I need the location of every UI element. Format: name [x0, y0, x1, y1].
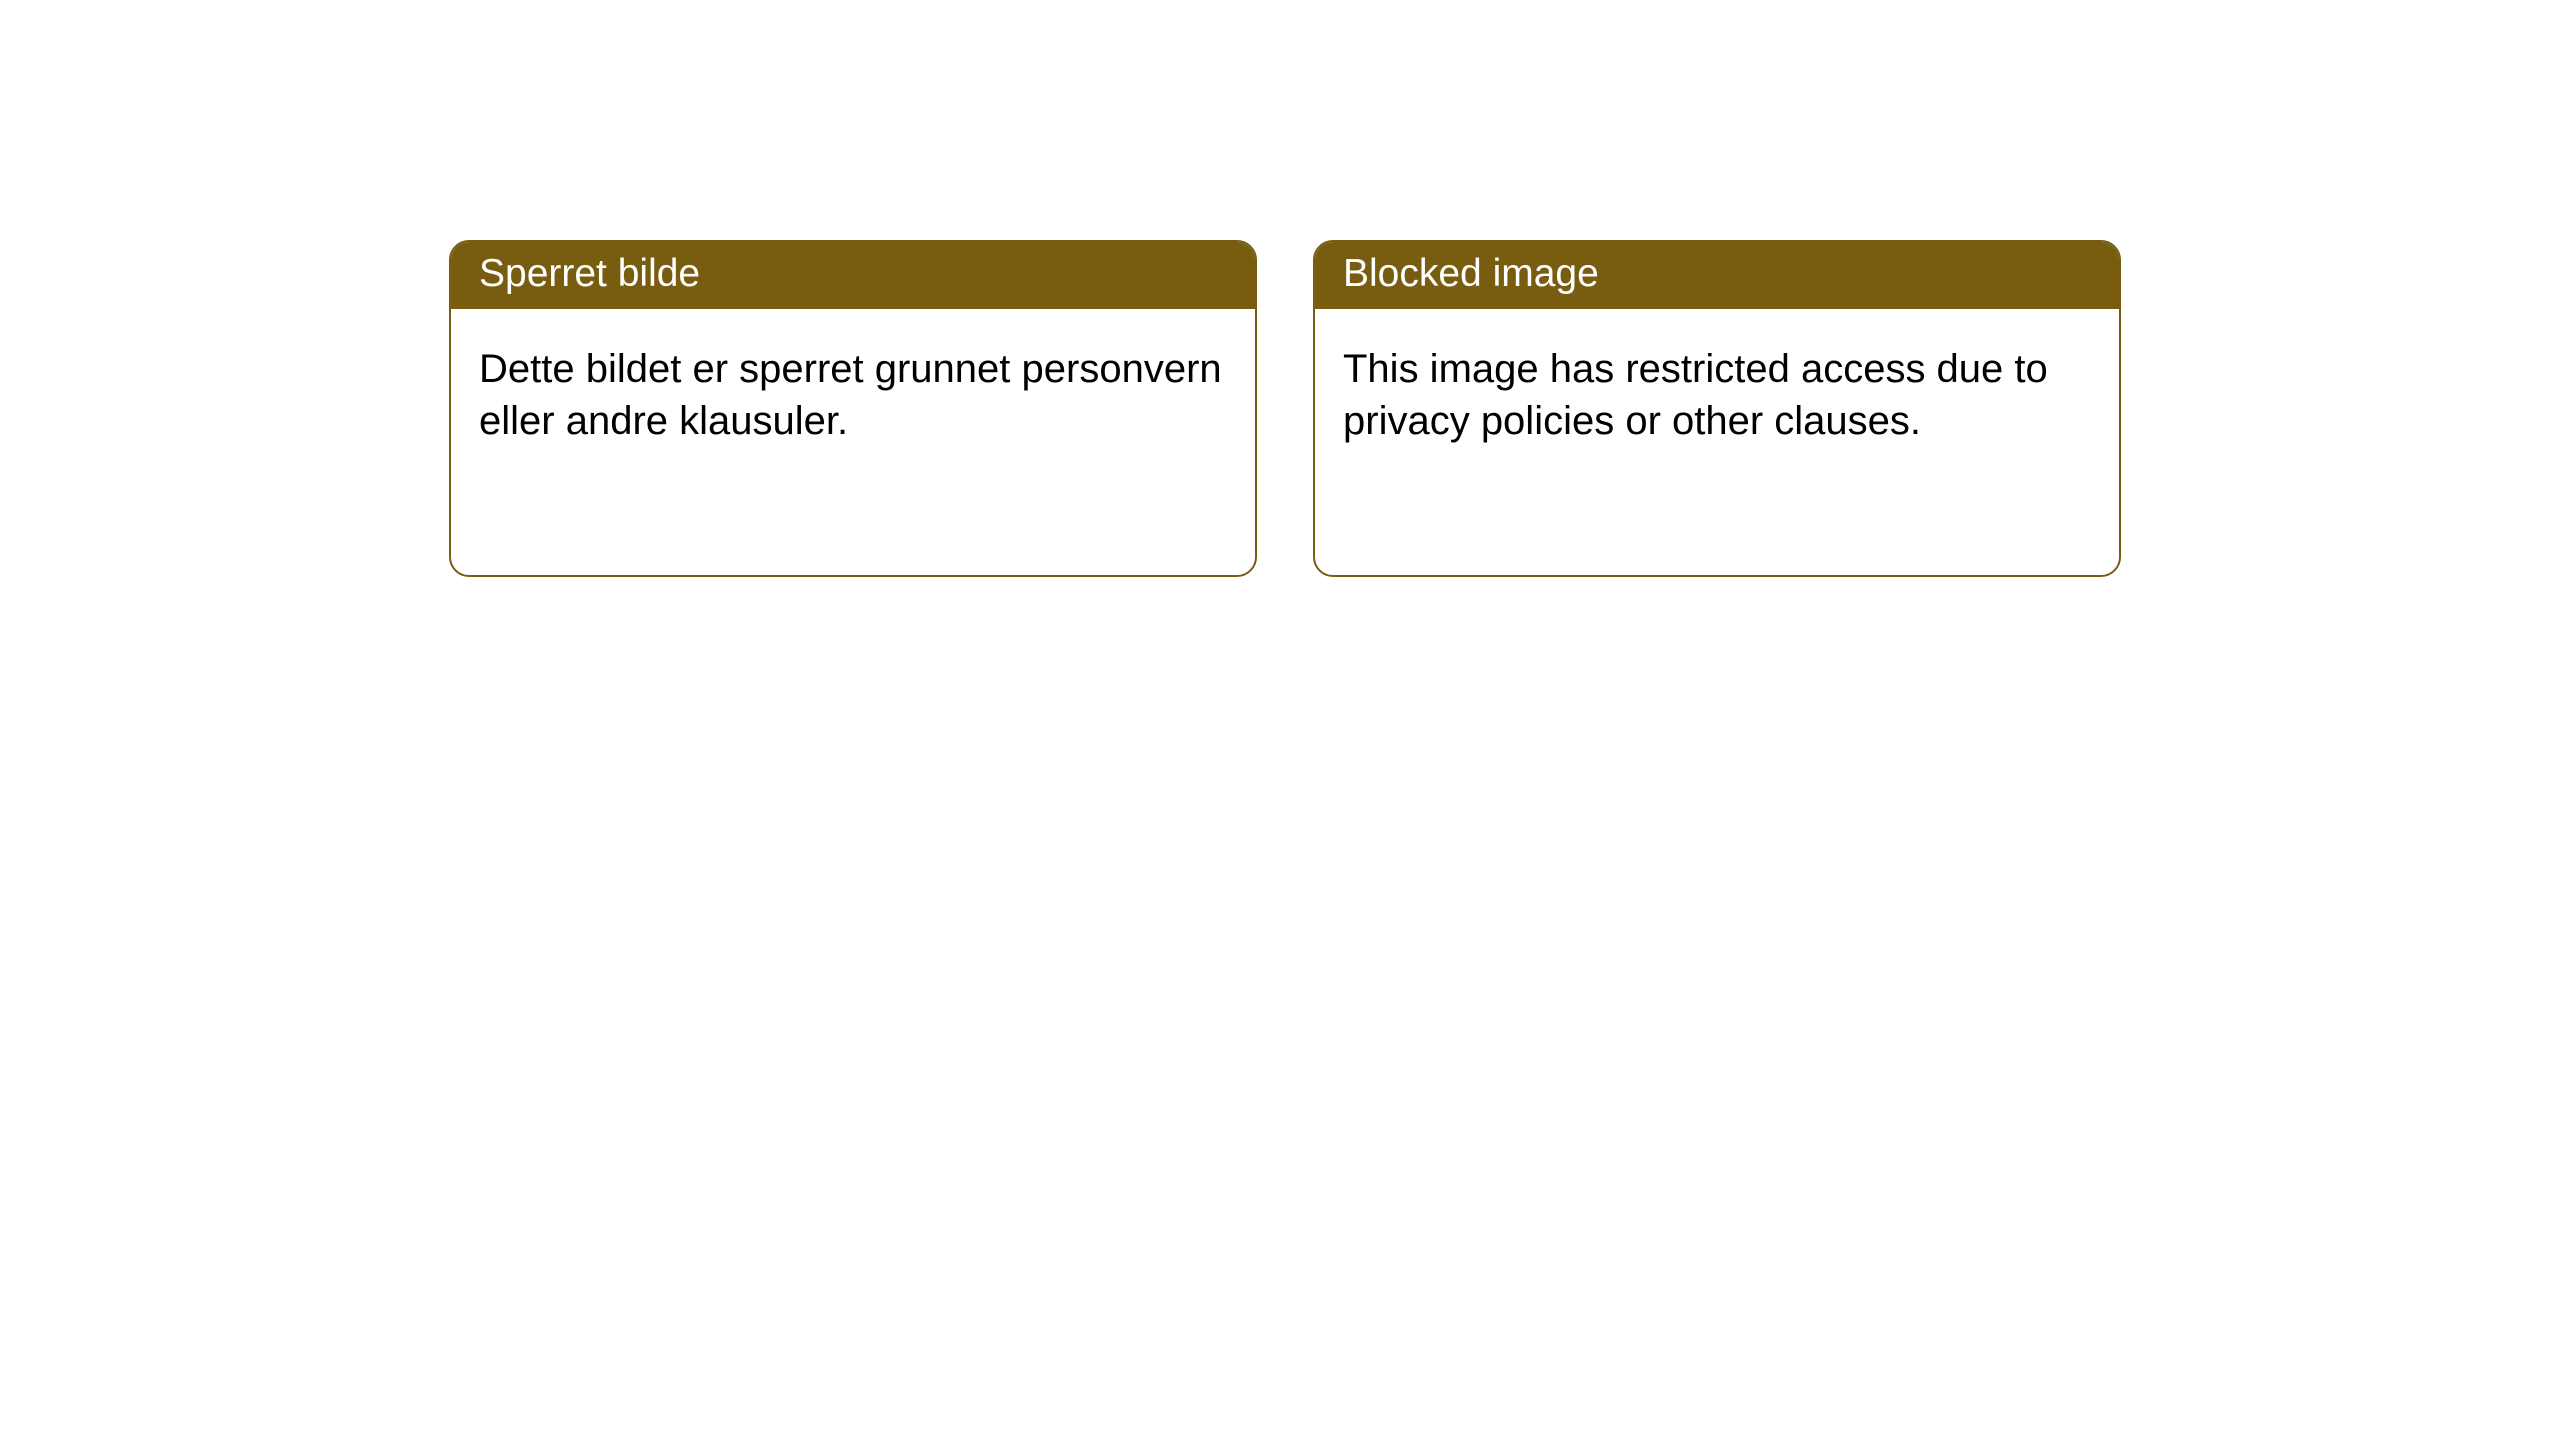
card-title: Blocked image [1315, 242, 2119, 309]
card-title: Sperret bilde [451, 242, 1255, 309]
card-body-text: Dette bildet er sperret grunnet personve… [451, 309, 1255, 481]
notice-card-english: Blocked image This image has restricted … [1313, 240, 2121, 577]
notice-container: Sperret bilde Dette bildet er sperret gr… [0, 0, 2560, 577]
card-body-text: This image has restricted access due to … [1315, 309, 2119, 481]
notice-card-norwegian: Sperret bilde Dette bildet er sperret gr… [449, 240, 1257, 577]
